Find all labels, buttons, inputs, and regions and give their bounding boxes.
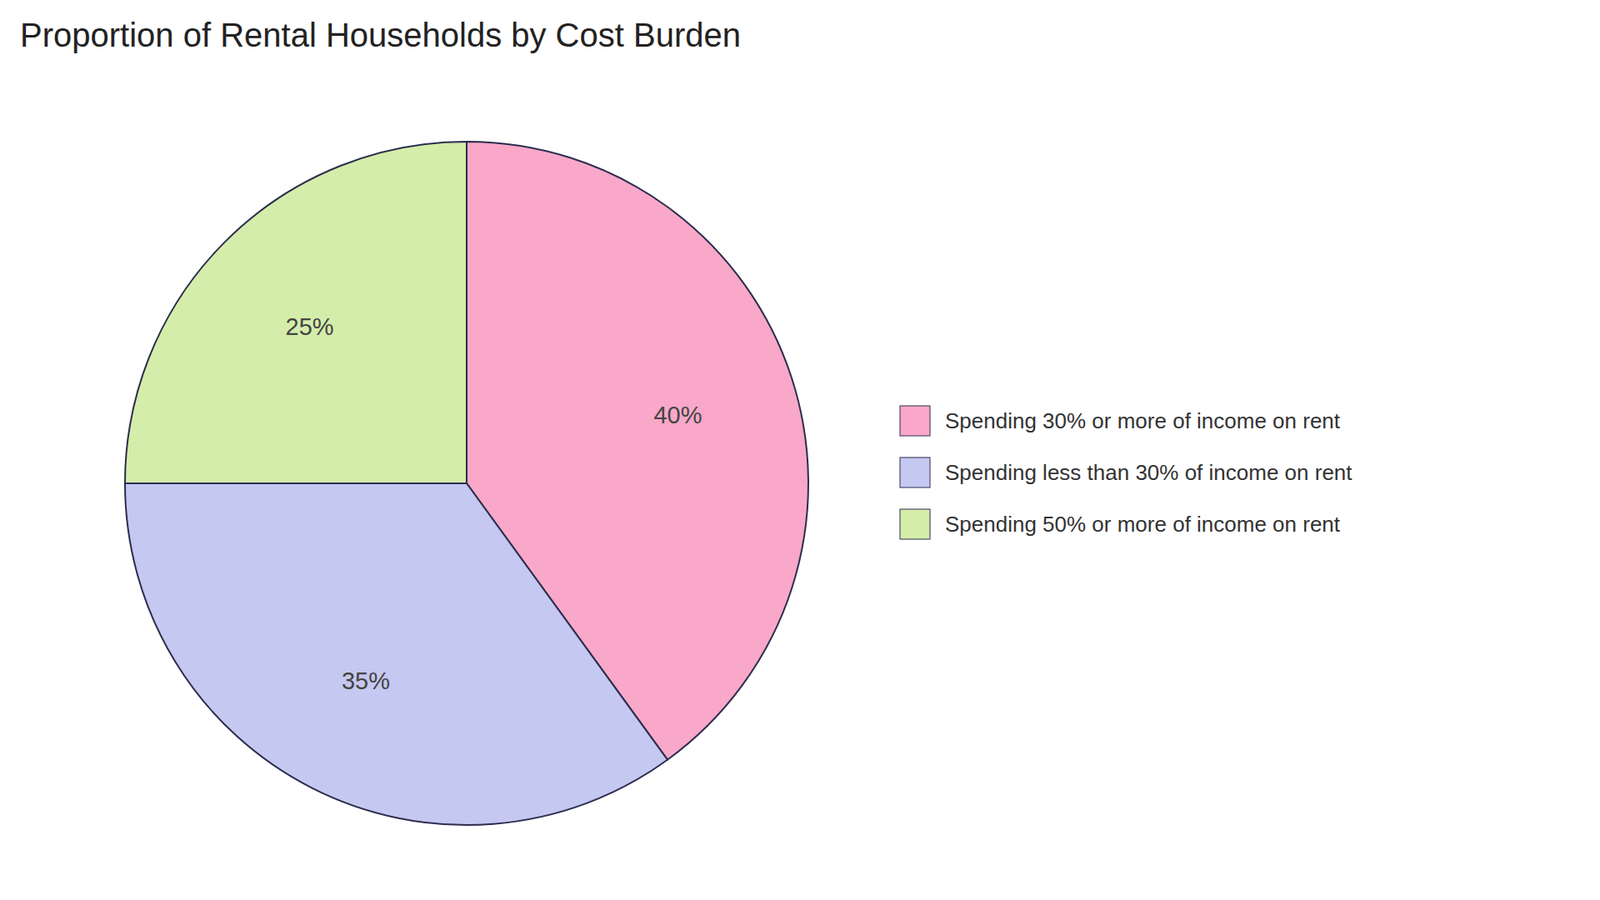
legend-item: Spending less than 30% of income on rent bbox=[900, 457, 1353, 488]
pie-slice bbox=[125, 141, 467, 484]
legend-item: Spending 30% or more of income on rent bbox=[900, 405, 1341, 436]
legend-item: Spending 50% or more of income on rent bbox=[900, 509, 1341, 540]
background bbox=[0, 0, 1600, 900]
legend-swatch bbox=[900, 405, 930, 436]
legend-swatch bbox=[900, 509, 930, 540]
data-labels: 40% 35% 25% bbox=[285, 313, 703, 695]
legend-label: Spending less than 30% of income on rent bbox=[945, 460, 1353, 485]
chart-svg: Proportion of Rental Households by Cost … bbox=[0, 0, 1600, 900]
pie-slice bbox=[125, 483, 668, 825]
pie bbox=[125, 141, 809, 825]
legend-label: Spending 30% or more of income on rent bbox=[945, 408, 1341, 434]
data-label: 35% bbox=[341, 667, 390, 695]
legend-swatch bbox=[900, 457, 930, 488]
legend-label: Spending 50% or more of income on rent bbox=[945, 511, 1341, 537]
data-label: 40% bbox=[653, 401, 702, 429]
data-label: 25% bbox=[285, 313, 335, 340]
legend: Spending 30% or more of income on rent Sp… bbox=[900, 405, 1353, 540]
chart-title: Proportion of Rental Households by Cost … bbox=[20, 16, 741, 54]
